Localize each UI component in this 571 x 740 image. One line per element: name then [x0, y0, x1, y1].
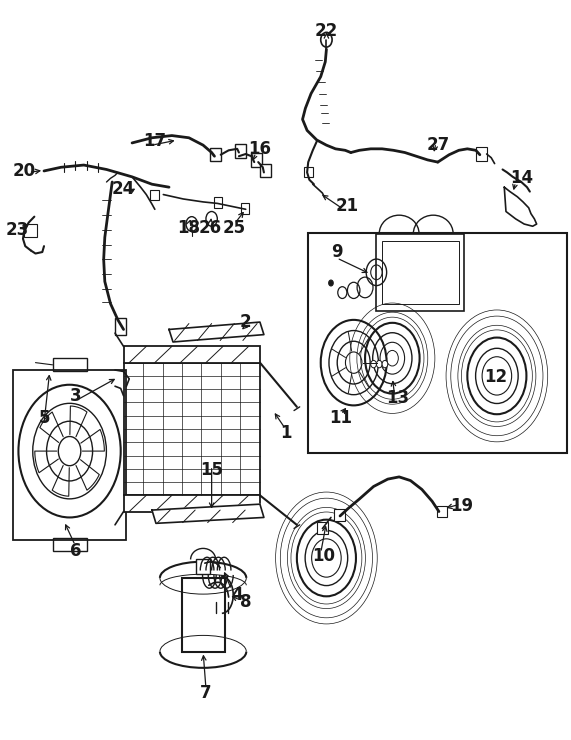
Bar [53, 358, 87, 371]
Text: 24: 24 [112, 181, 135, 198]
Circle shape [371, 360, 376, 368]
Bar [150, 190, 159, 201]
Bar [24, 224, 37, 238]
Text: 5: 5 [38, 409, 50, 427]
Bar [304, 166, 313, 177]
Bar [196, 559, 210, 574]
Text: 4: 4 [231, 586, 243, 604]
Circle shape [329, 280, 333, 286]
Bar [335, 509, 344, 521]
Text: 13: 13 [387, 389, 409, 407]
Bar [211, 148, 221, 161]
Polygon shape [504, 187, 537, 226]
Text: 1: 1 [280, 424, 291, 442]
Bar [376, 234, 464, 311]
Text: 23: 23 [6, 221, 29, 239]
Text: 27: 27 [426, 136, 449, 154]
Bar [437, 505, 447, 517]
Text: 10: 10 [313, 547, 336, 565]
Text: 3: 3 [70, 387, 81, 405]
Circle shape [382, 360, 388, 368]
Text: 16: 16 [248, 140, 271, 158]
Text: 21: 21 [335, 198, 359, 215]
Bar [115, 318, 126, 334]
Text: 15: 15 [200, 460, 223, 479]
Bar [241, 204, 249, 214]
Bar [182, 578, 225, 652]
Text: 20: 20 [13, 162, 35, 180]
Text: 9: 9 [331, 243, 343, 261]
Bar [123, 363, 260, 495]
Text: 25: 25 [223, 220, 246, 238]
Bar [251, 153, 262, 166]
Polygon shape [169, 322, 264, 342]
Text: 22: 22 [315, 22, 338, 40]
Text: 17: 17 [143, 132, 166, 150]
Text: 26: 26 [199, 220, 222, 238]
Polygon shape [152, 504, 264, 523]
Text: 2: 2 [240, 313, 252, 331]
Bar [476, 147, 486, 161]
Bar [123, 495, 260, 511]
Bar [215, 198, 223, 208]
Bar [260, 164, 271, 177]
Text: 12: 12 [484, 369, 507, 386]
Text: 8: 8 [240, 593, 251, 611]
Bar [317, 522, 328, 534]
Bar [13, 370, 126, 539]
Text: 6: 6 [70, 542, 81, 559]
Circle shape [376, 360, 382, 368]
Text: 7: 7 [200, 684, 212, 702]
Bar [382, 241, 459, 303]
Bar [235, 144, 246, 158]
Text: 11: 11 [329, 409, 353, 427]
Text: 18: 18 [178, 220, 200, 238]
Text: 19: 19 [450, 497, 473, 515]
Text: 14: 14 [510, 169, 533, 187]
Bar [308, 233, 567, 453]
Bar [123, 346, 260, 363]
Bar [53, 538, 87, 551]
